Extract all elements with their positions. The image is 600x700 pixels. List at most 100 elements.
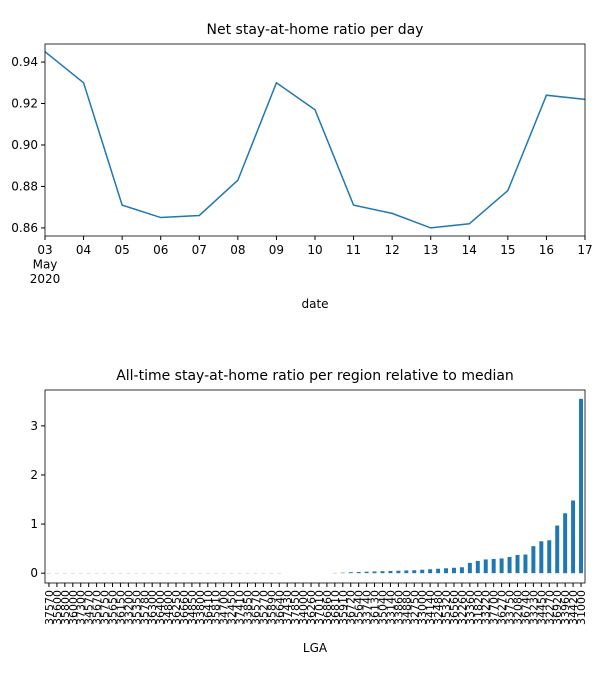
x-tick-label: 34800 [162,590,175,625]
x-tick-label: 36640 [273,590,286,625]
bar [428,569,433,574]
bar [475,560,480,574]
x-tick-label: 33000 [416,590,429,625]
x-tick-label: 33220 [480,590,493,625]
x-tick-label: 33360 [464,590,477,625]
bar [436,568,441,574]
x-tick-label: 08 [230,243,245,257]
y-tick-label: 2 [30,468,38,482]
x-tick-label: 33200 [122,590,135,625]
x-tick-label: 34450 [535,590,548,625]
y-tick-label: 1 [30,517,38,531]
x-tick-label: 15 [500,243,515,257]
chart-title: All-time stay-at-home ratio per region r… [116,368,514,384]
bar [380,571,385,574]
x-tick-label: 36300 [146,590,159,625]
x-tick-label: 35600 [51,590,64,625]
bar [459,567,464,574]
data-line [44,51,586,229]
x-tick-label: 33960 [559,590,572,625]
x-tick-label: 35350 [130,590,143,625]
x-tick-label: 36400 [154,590,167,625]
x-tick-label: 33860 [392,590,405,625]
bar [356,571,361,574]
x-tick-label: 35750 [99,590,112,625]
x-tick-label: 32260 [456,590,469,625]
x-tick-label: 34000 [297,590,310,625]
bar [372,571,377,574]
bar [563,513,568,574]
x-tick-label: 36000 [67,590,80,625]
x-tick-label: 35910 [337,590,350,625]
x-tick-label: 35040 [377,590,390,625]
x-tick-label: 35810 [210,590,223,625]
x-tick-label: 16 [539,243,554,257]
x-tick-label: 03 May 2020 [30,243,61,286]
x-tick-label: 35320 [440,590,453,625]
x-tick-label: 36260 [305,590,318,625]
bar [396,570,401,574]
x-axis-label: LGA [303,641,328,655]
bar [491,558,496,574]
x-tick-label: 09 [269,243,284,257]
x-tick-label: 04 [76,243,91,257]
x-tick-label: 36660 [178,590,191,625]
x-tick-label: 37570 [43,590,56,625]
x-tick-label: 35640 [353,590,366,625]
bar [451,567,456,574]
bar [571,500,576,574]
bar [467,562,472,574]
x-tick-label: 13 [423,243,438,257]
x-tick-label: 37010 [313,590,326,625]
x-tick-label: 35780 [138,590,151,625]
x-tick-label: 34570 [83,590,96,625]
y-tick-label: 0.88 [11,179,38,193]
x-tick-label: 36920 [551,590,564,625]
x-tick-label: 36560 [448,590,461,625]
bar [507,556,512,574]
x-tick-label: 31000 [575,590,588,625]
x-tick-label: 35650 [107,590,120,625]
x-tick-label: 34880 [400,590,413,625]
x-tick-label: 35270 [257,590,270,625]
bar [531,546,536,574]
x-tick-label: 35670 [91,590,104,625]
axes-frame [44,389,586,584]
x-tick-label: 36570 [249,590,262,625]
x-tick-label: 33850 [242,590,255,625]
x-tick-label: 32480 [432,590,445,625]
x-tick-label: 36740 [519,590,532,625]
x-tick-label: 37410 [234,590,247,625]
bar [523,554,528,574]
x-tick-label: 37850 [289,590,302,625]
x-tick-label: 14 [462,243,477,257]
x-tick-label: 37300 [75,590,88,625]
bar [404,570,409,574]
x-tick-label: 34140 [424,590,437,625]
bar [539,541,544,574]
bar [555,525,560,574]
bar [348,572,353,574]
x-tick-label: 36150 [114,590,127,625]
x-tick-label: 33140 [384,590,397,625]
x-tick-label: 36250 [170,590,183,625]
x-tick-label: 07 [192,243,207,257]
x-axis-label: date [301,297,328,311]
x-tick-label: 05 [115,243,130,257]
x-tick-label: 34700 [218,590,231,625]
bar [515,555,520,574]
x-tick-label: 10 [307,243,322,257]
x-tick-label: 37430 [281,590,294,625]
x-tick-label: 32080 [512,590,525,625]
x-tick-label: 36860 [321,590,334,625]
x-tick-label: 36130 [369,590,382,625]
x-tick-label: 12 [385,243,400,257]
x-tick-label: 11 [346,243,361,257]
bar [579,398,584,574]
bar [483,559,488,574]
bar [499,558,504,574]
x-tick-label: 31820 [472,590,485,625]
x-tick-label: 34420 [567,590,580,625]
bar [364,571,369,574]
